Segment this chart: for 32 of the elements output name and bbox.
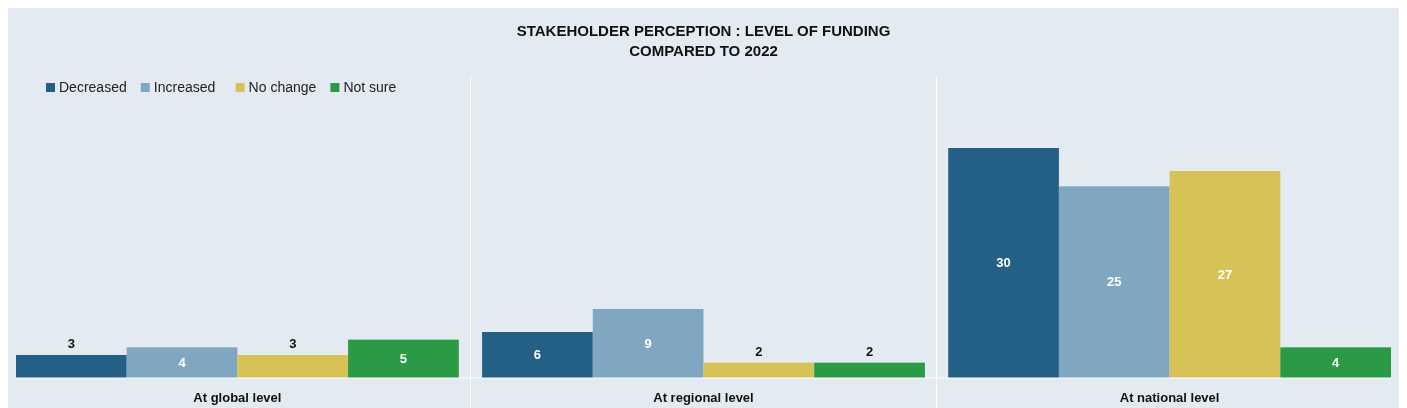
bar <box>1058 186 1170 378</box>
bar <box>948 148 1059 378</box>
bar <box>482 332 593 378</box>
bar <box>1280 347 1391 378</box>
bar <box>348 339 459 378</box>
bar <box>814 362 925 378</box>
data-label: 27 <box>1217 266 1233 282</box>
legend-label: Decreased <box>59 79 127 95</box>
data-label: 4 <box>178 354 187 370</box>
x-tick-label: At global level <box>193 390 282 405</box>
data-label: 2 <box>755 343 763 359</box>
legend-label: Increased <box>153 79 216 95</box>
data-label: 5 <box>399 350 408 366</box>
chart-title: STAKEHOLDER PERCEPTION : LEVEL OF FUNDING COMPARED TO 2022 <box>516 22 891 59</box>
legend-label: No change <box>248 79 317 95</box>
legend-label: Not sure <box>343 79 397 95</box>
bar <box>126 347 238 378</box>
bar <box>1169 171 1281 378</box>
bar <box>592 309 704 378</box>
bar <box>16 355 127 378</box>
data-label: 9 <box>644 335 652 351</box>
bar <box>237 355 349 378</box>
data-label: 6 <box>533 347 542 362</box>
data-label: 3 <box>67 336 75 351</box>
data-label: 25 <box>1107 274 1122 290</box>
x-tick-label: At national level <box>1119 390 1220 405</box>
data-label: 30 <box>996 255 1011 270</box>
data-label: 4 <box>1332 354 1341 370</box>
x-tick-label: At regional level <box>653 390 754 405</box>
data-label: 2 <box>865 343 874 359</box>
bar <box>703 362 815 378</box>
data-label: 3 <box>289 336 297 351</box>
